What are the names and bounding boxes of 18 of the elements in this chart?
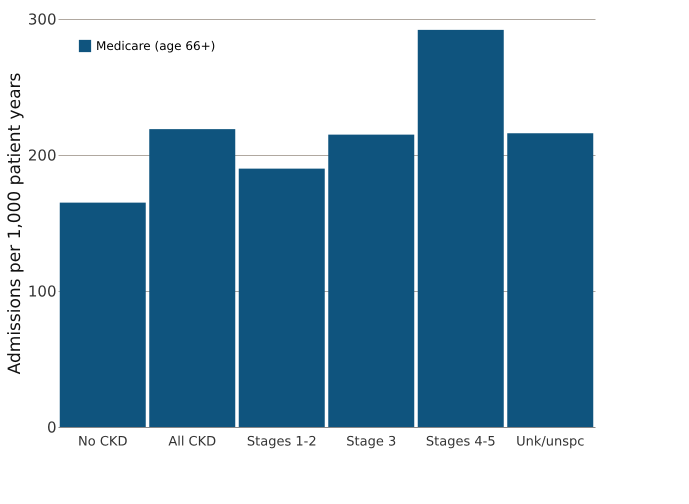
y-tick-label: 0 bbox=[46, 418, 56, 436]
y-tick-label: 300 bbox=[28, 10, 56, 28]
x-tick-label: Stages 4-5 bbox=[426, 434, 496, 450]
x-tick-label: Unk/unspc bbox=[516, 434, 584, 450]
x-tick-label: Stage 3 bbox=[346, 434, 396, 450]
bar bbox=[507, 133, 594, 427]
y-tick-label: 100 bbox=[28, 282, 56, 300]
bar bbox=[328, 134, 414, 427]
bar bbox=[238, 168, 325, 427]
y-tick-label: 200 bbox=[28, 146, 56, 164]
x-tick-label: All CKD bbox=[168, 434, 216, 450]
bar bbox=[60, 202, 146, 427]
x-tick-label: Stages 1-2 bbox=[246, 434, 317, 450]
x-tick-label: No CKD bbox=[78, 434, 128, 450]
bar bbox=[149, 129, 236, 427]
bar bbox=[418, 30, 504, 427]
y-axis-title: Admissions per 1,000 patient years bbox=[4, 72, 25, 374]
legend-label: Medicare (age 66+) bbox=[96, 39, 216, 53]
